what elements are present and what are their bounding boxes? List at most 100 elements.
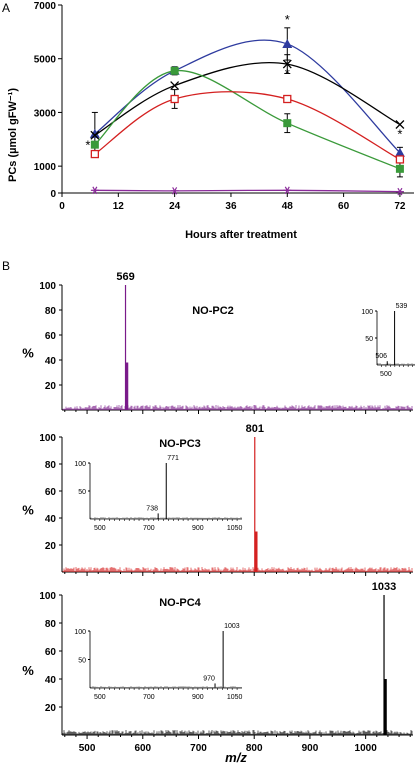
significance-marker: *: [285, 66, 290, 81]
series-marker: [283, 186, 292, 195]
spectrum-y-tick-label: 100: [39, 433, 56, 444]
series-marker: [90, 130, 100, 140]
inset-peak-label: 771: [167, 455, 179, 462]
inset-x-tick-label: 500: [380, 371, 392, 378]
panel-a-x-tick-label: 48: [282, 201, 294, 212]
series-marker: [394, 147, 405, 157]
spectrum-x-tick-label: 800: [246, 743, 263, 754]
spectrum-title: NO-PC4: [159, 597, 201, 609]
panel-a-x-tick-label: 0: [59, 201, 65, 212]
panel-a-x-tick-label: 36: [225, 201, 237, 212]
series-marker: [395, 164, 404, 173]
series-marker: [395, 187, 404, 196]
series-marker: [283, 119, 292, 128]
marker-stroke: [395, 120, 405, 129]
spectrum-y-tick-label: 60: [45, 647, 57, 658]
inset-y-tick-label: 100: [361, 309, 373, 316]
panel-a-y-tick-label: 3000: [34, 108, 57, 119]
series-line: [94, 39, 401, 154]
spectrum-y-tick-label: 80: [45, 619, 57, 630]
inset-x-tick-label: 700: [143, 694, 155, 701]
panel-a-y-tick-label: 0: [50, 189, 56, 200]
marker-stroke: [90, 130, 100, 140]
inset-spectrum: 501005007009001050539506: [361, 303, 415, 378]
spectrum-y-tick-label: 20: [45, 703, 57, 714]
marker-stroke: [282, 59, 292, 69]
series-marker: [89, 128, 100, 138]
inset-peak-label: 970: [203, 675, 215, 682]
inset-y-tick-label: 50: [78, 489, 86, 496]
spectrum-y-tick-label: 80: [45, 306, 57, 317]
inset-spectrum: 50 100 500 700 900 1050 1003 970: [74, 623, 242, 701]
series-marker: [170, 187, 179, 195]
spectrum-ylabel: %: [22, 503, 34, 518]
panel-b-label: B: [2, 259, 10, 273]
inset-x-tick-label: 900: [192, 525, 204, 532]
inset-x-tick-label: 1050: [227, 694, 243, 701]
inset-x-tick-label: 700: [143, 525, 155, 532]
inset-spectrum: 50 100 500 700 900 1050 771 738: [74, 455, 242, 532]
main-peak-label: 569: [116, 271, 134, 283]
panel-a-x-tick-label: 60: [338, 201, 350, 212]
spectrum-panel: 20 40 60 80 100% 801 NO-PC3 50 100 500 700 900 1050 7…: [22, 423, 413, 576]
series-marker: [90, 149, 100, 159]
panel-a-y-tick-label: 5000: [34, 55, 57, 66]
series-line: [94, 91, 401, 161]
spectrum-x-tick-label: 500: [79, 743, 96, 754]
spectrum-x-tick-label: 900: [302, 743, 319, 754]
panel-b-xlabel: m/z: [225, 750, 247, 764]
significance-marker: *: [397, 127, 402, 142]
series-marker: [170, 94, 179, 104]
inset-noise: [90, 686, 242, 688]
marker-stroke: [170, 81, 180, 91]
series-marker: [170, 66, 179, 75]
inset-x-tick-label: 500: [94, 525, 106, 532]
marker-stroke: [397, 187, 403, 196]
main-peak-label: 801: [246, 423, 264, 435]
spectrum-y-tick-label: 20: [45, 381, 57, 392]
spectrum-noise: [62, 730, 413, 735]
inset-peak-label: 738: [146, 505, 158, 512]
spectrum-title: NO-PC2: [192, 305, 234, 317]
panel-a-y-tick-label: 7000: [34, 1, 57, 12]
spectrum-y-tick-label: 20: [45, 541, 57, 552]
series-marker: [90, 140, 99, 149]
series-marker: [395, 120, 405, 129]
spectrum-x-tick-label: 1000: [355, 743, 378, 754]
inset-peak-label: 539: [396, 303, 408, 310]
spectrum-x-tick-label: 600: [134, 743, 151, 754]
marker-stroke: [284, 186, 290, 195]
series-marker: [170, 81, 180, 91]
series-line: [94, 61, 401, 136]
series-marker: [282, 38, 293, 48]
inset-peak-label: 506: [375, 353, 387, 360]
panel-a-x-tick-label: 12: [113, 201, 125, 212]
inset-y-tick-label: 50: [365, 336, 373, 343]
panel-a-ylabel: PCs (µmol gFW⁻¹): [7, 88, 19, 182]
significance-marker: *: [285, 12, 290, 27]
spectrum-panel: 20 40 60 80 100% 1033 NO-PC4 50 100 500 700 900 1050…: [22, 581, 413, 754]
series-marker: [282, 59, 292, 69]
spectrum-y-tick-label: 40: [45, 356, 57, 367]
series-line: [94, 70, 401, 170]
spectrum-y-tick-label: 100: [39, 281, 56, 292]
spectrum-y-tick-label: 60: [45, 331, 57, 342]
panel-a-x-tick-label: 72: [394, 201, 406, 212]
spectrum-noise: [62, 567, 413, 572]
inset-x-tick-label: 1050: [227, 525, 243, 532]
series-marker: [90, 186, 99, 195]
main-peak-label: 1033: [372, 581, 396, 593]
inset-y-tick-label: 100: [74, 629, 86, 636]
inset-y-tick-label: 50: [78, 658, 86, 665]
marker-stroke: [172, 187, 178, 195]
series-marker: [283, 94, 292, 104]
inset-x-tick-label: 500: [94, 694, 106, 701]
series-marker: [395, 155, 405, 164]
inset-noise: [90, 517, 242, 519]
inset-x-tick-label: 900: [192, 694, 204, 701]
spectrum-title: NO-PC3: [159, 438, 201, 450]
panel-a-x-tick-label: 24: [169, 201, 181, 212]
inset-peak-label: 1003: [224, 623, 240, 630]
spectrum-panel: 20406080100%569NO-PC25010050070090010505…: [22, 271, 415, 414]
